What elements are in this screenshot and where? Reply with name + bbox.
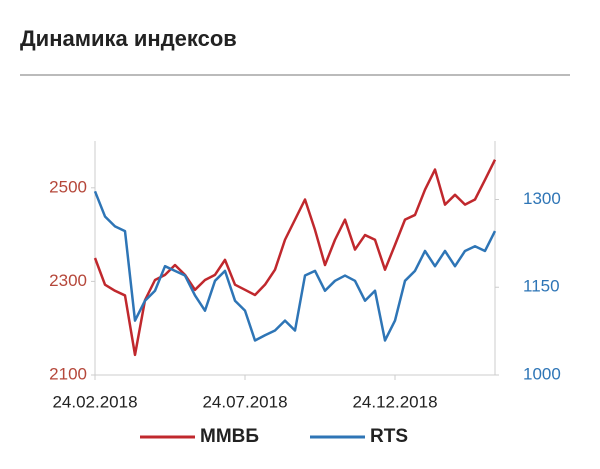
y2-tick-label: 1000 [523, 364, 561, 383]
legend-label: RTS [370, 426, 408, 447]
x-tick-label: 24.12.2018 [352, 392, 437, 411]
legend-label: ММВБ [200, 426, 259, 447]
chart-title: Динамика индексов [20, 26, 237, 51]
x-tick-label: 24.02.2018 [52, 392, 137, 411]
x-tick-label: 24.07.2018 [202, 392, 287, 411]
y2-tick-label: 1300 [523, 189, 561, 208]
series-line [93, 190, 497, 342]
y2-tick-label: 1150 [523, 277, 560, 296]
y-tick-label: 2300 [49, 271, 87, 290]
y-tick-label: 2500 [49, 177, 87, 196]
y-tick-label: 2100 [49, 364, 87, 383]
